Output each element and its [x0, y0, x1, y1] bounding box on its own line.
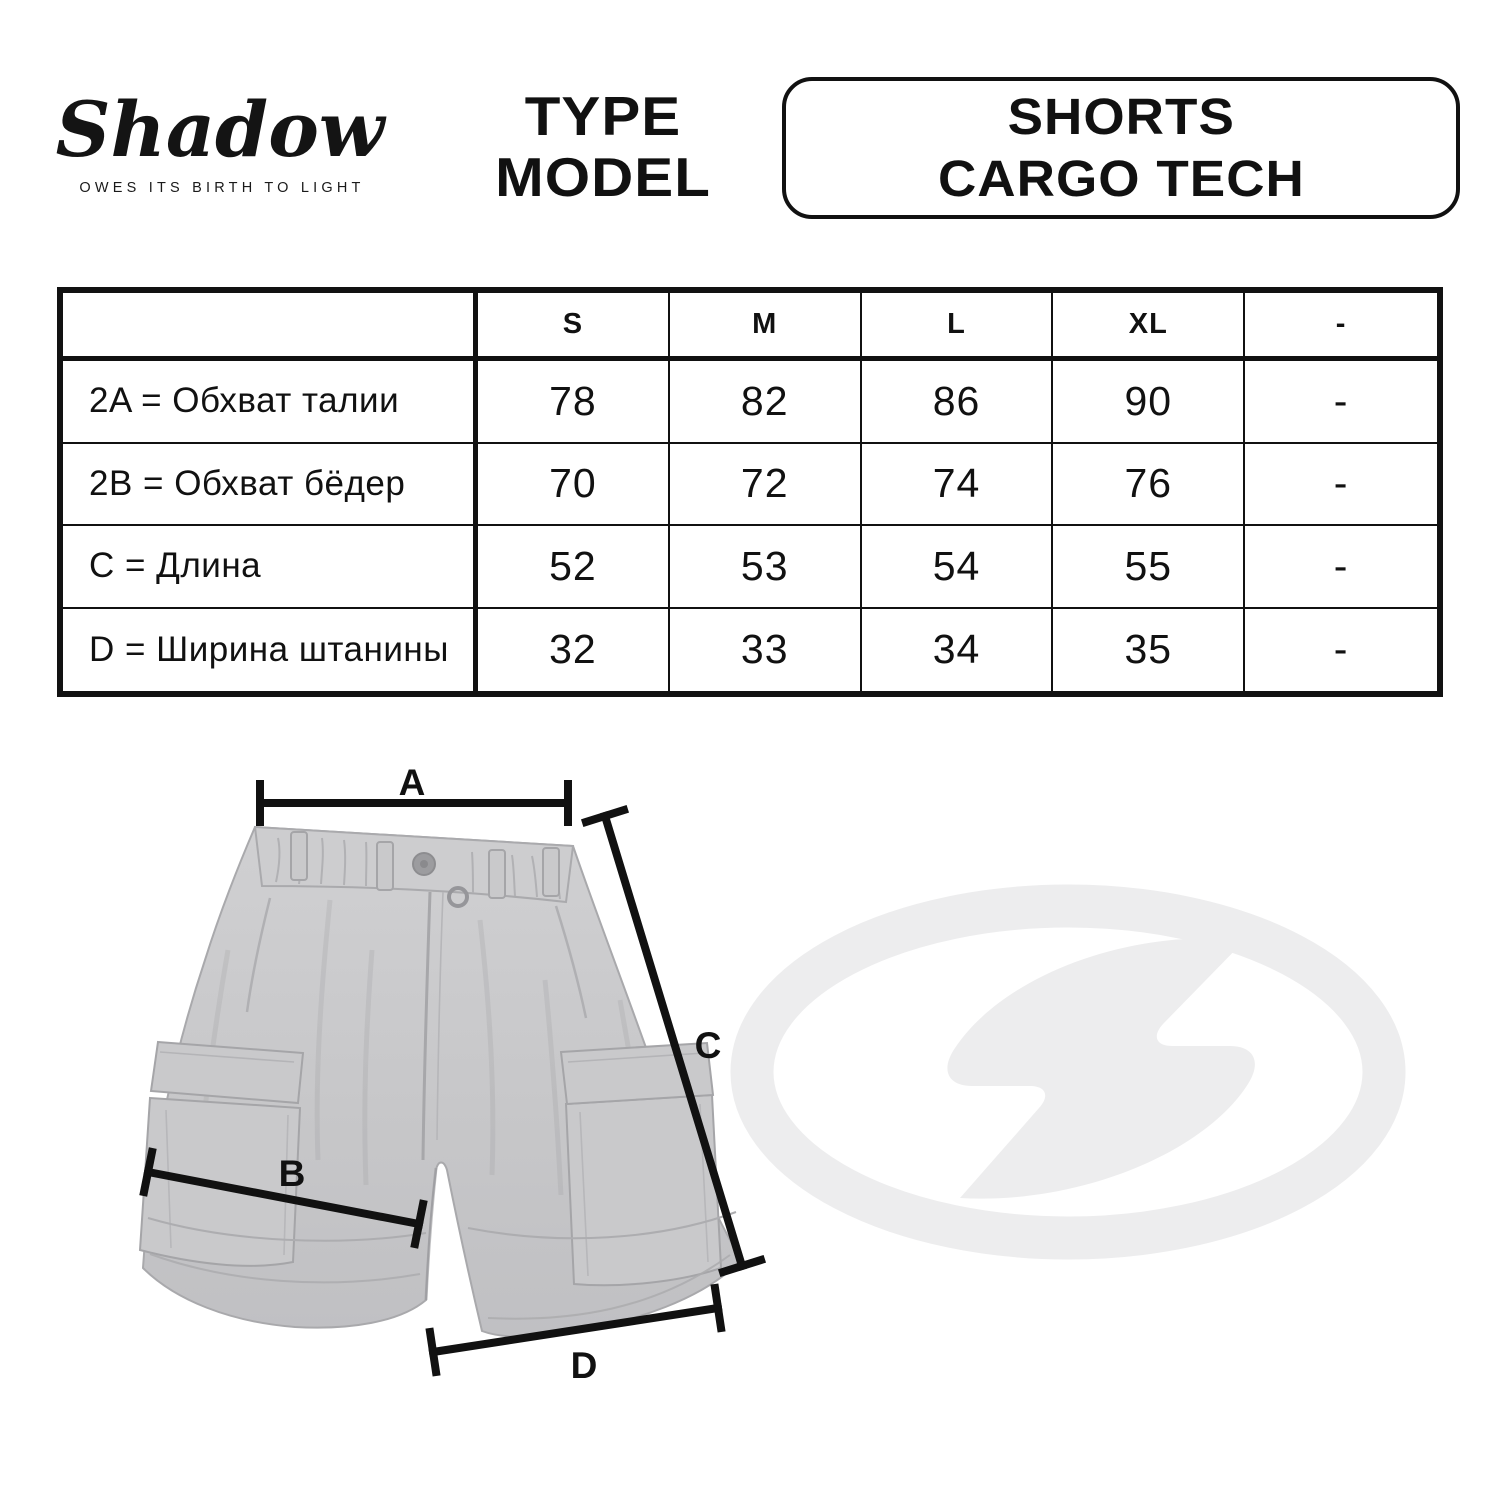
watermark-logo-icon	[730, 884, 1406, 1260]
size-col-header-m: M	[669, 293, 862, 361]
size-table: S M L XL - 2A = Обхват талии 78 82 86 90…	[57, 287, 1443, 697]
measure-label-a: A	[399, 762, 426, 803]
table-cell: 74	[861, 443, 1054, 526]
type-model-line1: TYPE	[524, 85, 682, 147]
table-cell: -	[1245, 526, 1437, 609]
table-cell: 70	[478, 443, 670, 526]
table-cell: 78	[478, 361, 670, 444]
size-col-header-s: S	[478, 293, 670, 361]
table-cell: 90	[1053, 361, 1246, 444]
size-table-corner-cell	[63, 293, 478, 361]
table-cell: -	[1245, 444, 1437, 526]
product-name-line2: CARGO TECH	[937, 150, 1305, 207]
measure-line-b	[139, 1147, 428, 1249]
row-label-leg-width: D = Ширина штанины	[63, 608, 478, 691]
table-cell: 33	[670, 608, 862, 691]
table-cell: 54	[861, 526, 1054, 609]
table-cell: -	[1333, 626, 1349, 673]
size-col-header-l: L	[861, 293, 1054, 361]
measure-line-d	[425, 1283, 726, 1377]
table-cell: 34	[862, 608, 1054, 691]
measurement-lines	[139, 780, 767, 1377]
table-cell: -	[1245, 361, 1437, 444]
type-model-line2: MODEL	[495, 146, 711, 208]
measure-label-c: C	[695, 1025, 722, 1066]
table-cell: 52	[478, 526, 670, 609]
row-label-hips: 2B = Обхват бёдер	[63, 443, 478, 526]
measure-label-d: D	[571, 1345, 598, 1386]
measure-line-a	[256, 780, 572, 826]
table-cell: 82	[669, 361, 862, 444]
size-col-header-dash: -	[1245, 293, 1437, 361]
brand-tagline: OWES ITS BIRTH TO LIGHT	[79, 180, 364, 196]
table-cell: 76	[1053, 443, 1246, 526]
table-cell: 35	[1053, 608, 1246, 691]
table-cell: 72	[669, 443, 862, 526]
measure-label-b: B	[279, 1153, 306, 1194]
size-col-header-xl: XL	[1053, 293, 1246, 361]
product-name-line1: SHORTS	[1007, 88, 1235, 145]
table-cell: 55	[1053, 526, 1246, 609]
table-cell: 53	[669, 526, 862, 609]
cargo-shorts-image	[138, 825, 743, 1338]
table-cell: 32	[478, 608, 670, 691]
type-model-heading: TYPE MODEL	[386, 86, 821, 208]
measure-line-c	[580, 804, 767, 1278]
measurement-diagram: A B C D	[138, 762, 1406, 1386]
row-label-length: C = Длина	[63, 526, 478, 609]
row-label-waist: 2A = Обхват талии	[63, 361, 478, 444]
brand-logo: Shadow OWES ITS BIRTH TO LIGHT	[56, 85, 387, 196]
brand-logo-wordmark: Shadow	[56, 85, 387, 174]
product-name-box: SHORTS CARGO TECH	[782, 77, 1460, 219]
table-cell: 86	[861, 361, 1054, 444]
